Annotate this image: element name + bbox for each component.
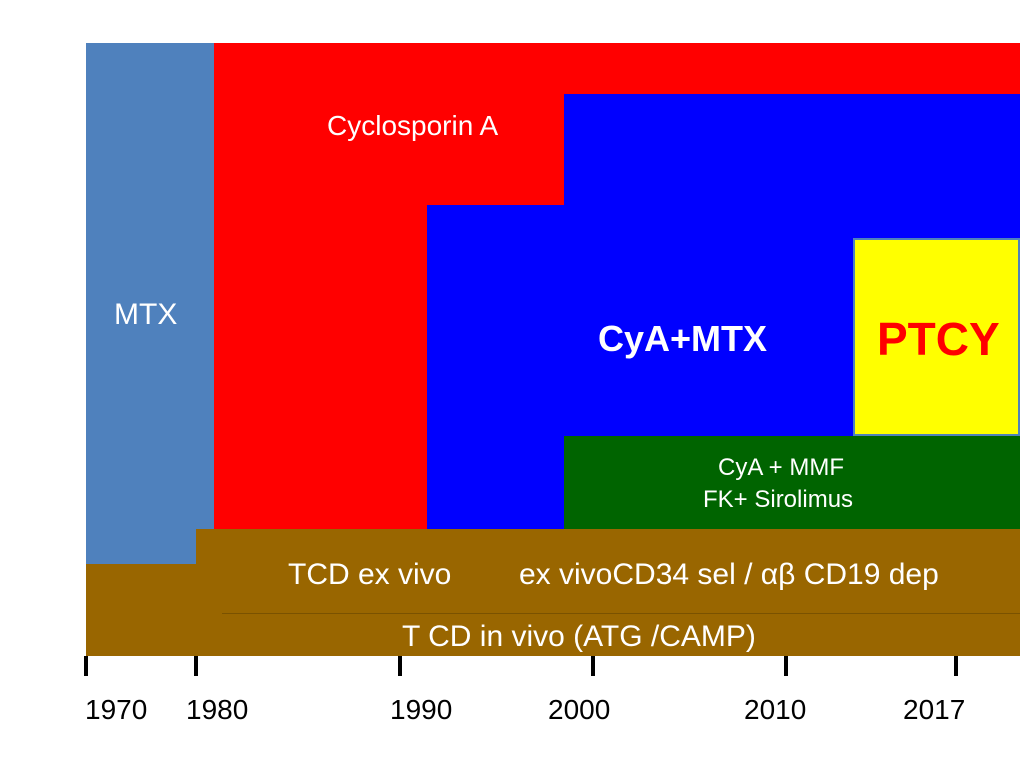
fk-sirolimus-label: FK+ Sirolimus — [703, 486, 854, 513]
year-label-1970: 1970 — [85, 694, 148, 725]
cya-mmf-band — [564, 436, 1020, 532]
cya-mmf-label: CyA + MMF — [718, 454, 845, 481]
tick-1990 — [398, 656, 402, 676]
ex-vivo-cd34-label: ex vivoCD34 sel / αβ CD19 dep — [519, 558, 939, 591]
year-label-1980: 1980 — [186, 694, 249, 725]
cya-mtx-label: CyA+MTX — [598, 318, 768, 359]
tcd-in-vivo-band — [86, 564, 1020, 656]
tick-1970 — [84, 656, 88, 676]
year-label-2017: 2017 — [903, 694, 966, 725]
year-label-2000: 2000 — [548, 694, 611, 725]
tcd-ex-vivo-label: TCD ex vivo — [288, 558, 452, 591]
mtx-label: MTX — [114, 298, 178, 331]
tick-2000 — [591, 656, 595, 676]
cyclosporin-label: Cyclosporin A — [327, 110, 499, 141]
tick-1980 — [194, 656, 198, 676]
tick-2017 — [954, 656, 958, 676]
year-label-1990: 1990 — [390, 694, 453, 725]
tcd-band-divider — [222, 613, 1020, 614]
ptcy-label: PTCY — [877, 313, 1000, 365]
tick-2010 — [784, 656, 788, 676]
mtx-band — [86, 43, 214, 568]
ptcy-band — [853, 238, 1020, 436]
year-label-2010: 2010 — [744, 694, 807, 725]
tcd-in-vivo-label: T CD in vivo (ATG /CAMP) — [402, 620, 756, 653]
